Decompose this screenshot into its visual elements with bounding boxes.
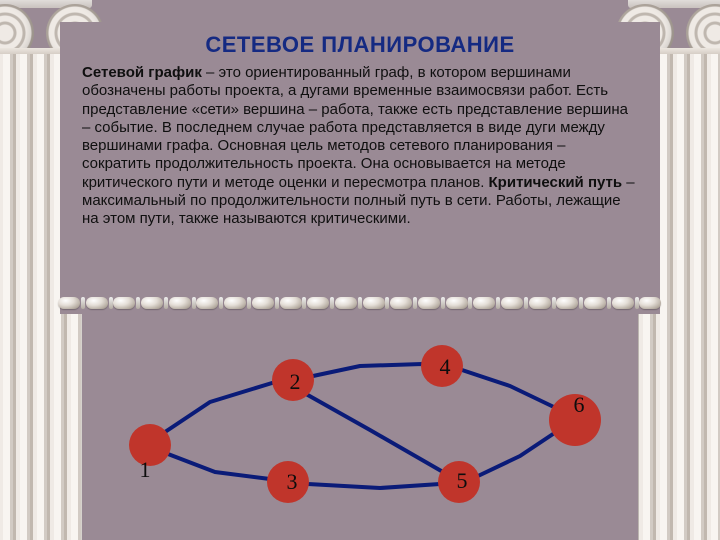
graph-edges	[0, 320, 720, 540]
term-critical-path: Критический путь	[489, 174, 623, 191]
bead-icon	[169, 297, 191, 309]
bead-icon	[224, 297, 246, 309]
reel-icon	[579, 297, 583, 309]
reel-icon	[413, 297, 417, 309]
reel-icon	[136, 297, 140, 309]
edge	[293, 380, 459, 482]
reel-icon	[330, 297, 334, 309]
bead-icon	[612, 297, 634, 309]
reel-icon	[275, 297, 279, 309]
bead-icon	[390, 297, 412, 309]
graph-node-label: 4	[440, 356, 451, 378]
reel-icon	[552, 297, 556, 309]
bead-icon	[418, 297, 440, 309]
reel-icon	[81, 297, 85, 309]
bead-icon	[113, 297, 135, 309]
graph-node-label: 3	[287, 471, 298, 493]
volute-icon	[686, 4, 720, 62]
bead-icon	[307, 297, 329, 309]
bead-icon	[141, 297, 163, 309]
bead-icon	[446, 297, 468, 309]
reel-icon	[607, 297, 611, 309]
edge	[288, 482, 459, 488]
graph-node-label: 1	[140, 459, 151, 481]
bead-icon	[196, 297, 218, 309]
bead-icon	[501, 297, 523, 309]
page-title: СЕТЕВОЕ ПЛАНИРОВАНИЕ	[82, 32, 638, 58]
bead-icon	[529, 297, 551, 309]
bead-icon	[86, 297, 108, 309]
graph-node-label: 5	[457, 470, 468, 492]
bead-molding	[58, 296, 662, 310]
reel-icon	[496, 297, 500, 309]
reel-icon	[524, 297, 528, 309]
bead-icon	[473, 297, 495, 309]
bead-icon	[556, 297, 578, 309]
network-diagram: 1 2 3 4 5 6	[0, 320, 720, 540]
bead-icon	[252, 297, 274, 309]
bead-icon	[584, 297, 606, 309]
edge	[150, 380, 293, 445]
reel-icon	[441, 297, 445, 309]
reel-icon	[164, 297, 168, 309]
reel-icon	[109, 297, 113, 309]
reel-icon	[635, 297, 639, 309]
graph-node-label: 2	[290, 371, 301, 393]
bead-icon	[58, 297, 80, 309]
bead-icon	[335, 297, 357, 309]
text-panel: СЕТЕВОЕ ПЛАНИРОВАНИЕ Сетевой график – эт…	[60, 22, 660, 314]
bead-icon	[639, 297, 661, 309]
bead-icon	[363, 297, 385, 309]
graph-node-label: 6	[574, 394, 585, 416]
edge	[293, 364, 442, 380]
term-network-graph: Сетевой график	[82, 64, 202, 81]
reel-icon	[358, 297, 362, 309]
reel-icon	[219, 297, 223, 309]
volute-icon	[0, 4, 34, 62]
reel-icon	[385, 297, 389, 309]
reel-icon	[247, 297, 251, 309]
bead-icon	[280, 297, 302, 309]
reel-icon	[302, 297, 306, 309]
body-text: Сетевой график – это ориентированный гра…	[82, 64, 638, 229]
reel-icon	[468, 297, 472, 309]
reel-icon	[192, 297, 196, 309]
